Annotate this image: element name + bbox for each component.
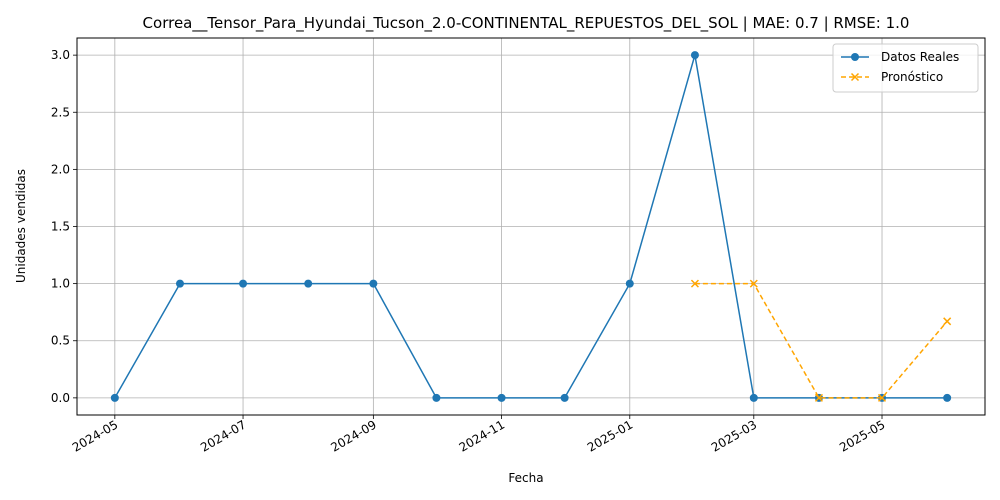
data-point <box>175 279 184 288</box>
series-line <box>114 54 948 399</box>
data-point <box>749 393 758 402</box>
legend: Datos Reales Pronóstico <box>832 43 979 93</box>
x-tick-label: 2025-03 <box>709 417 759 454</box>
marker-stroke <box>943 317 952 326</box>
data-point <box>749 279 758 288</box>
data-point <box>304 279 313 288</box>
data-point <box>369 279 378 288</box>
x-tick-label: 2024-09 <box>328 417 378 454</box>
marker-stroke <box>749 279 758 288</box>
data-point <box>560 393 569 402</box>
x-axis: 2024-05 2024-07 2024-09 2024-11 2025-01 2025-… <box>70 415 888 455</box>
y-axis: 0.0 0.5 1.0 1.5 2.0 2.5 3.0 <box>51 48 77 405</box>
marker-stroke <box>877 393 887 402</box>
legend-label-real: Datos Reales <box>881 50 959 64</box>
data-point <box>239 279 248 288</box>
data-point <box>943 317 952 326</box>
grid <box>77 38 985 415</box>
legend-box <box>832 43 979 93</box>
x-tick-label: 2025-05 <box>837 417 887 454</box>
data-point <box>110 393 119 402</box>
data-point <box>814 393 823 402</box>
y-tick-label: 0.0 <box>51 391 70 405</box>
y-tick-label: 1.0 <box>51 277 70 291</box>
x-tick-label: 2024-05 <box>70 417 120 454</box>
data-point <box>690 51 699 60</box>
y-axis-label: Unidades vendidas <box>14 169 28 283</box>
data-point <box>432 393 441 402</box>
data-point <box>690 279 699 288</box>
data-point <box>943 393 952 402</box>
y-tick-label: 2.5 <box>51 105 70 119</box>
data-point <box>877 393 887 402</box>
legend-marker-real <box>851 53 859 61</box>
marker-stroke <box>690 279 699 288</box>
series-1 <box>690 279 952 402</box>
series-group <box>110 51 952 402</box>
y-tick-label: 1.5 <box>51 220 70 234</box>
legend-marker-forecast <box>850 72 860 82</box>
legend-label-forecast: Pronóstico <box>881 70 943 84</box>
marker-stroke <box>814 393 823 402</box>
chart-title: Correa__Tensor_Para_Hyundai_Tucson_2.0-C… <box>143 14 910 33</box>
data-point <box>497 393 506 402</box>
y-tick-label: 2.0 <box>51 162 70 176</box>
y-tick-label: 3.0 <box>51 48 70 62</box>
x-tick-label: 2024-11 <box>457 417 507 454</box>
data-point <box>625 279 634 288</box>
y-tick-label: 0.5 <box>51 334 70 348</box>
x-tick-label: 2024-07 <box>198 417 248 454</box>
x-tick-label: 2025-01 <box>585 417 635 454</box>
x-axis-label: Fecha <box>508 471 543 485</box>
